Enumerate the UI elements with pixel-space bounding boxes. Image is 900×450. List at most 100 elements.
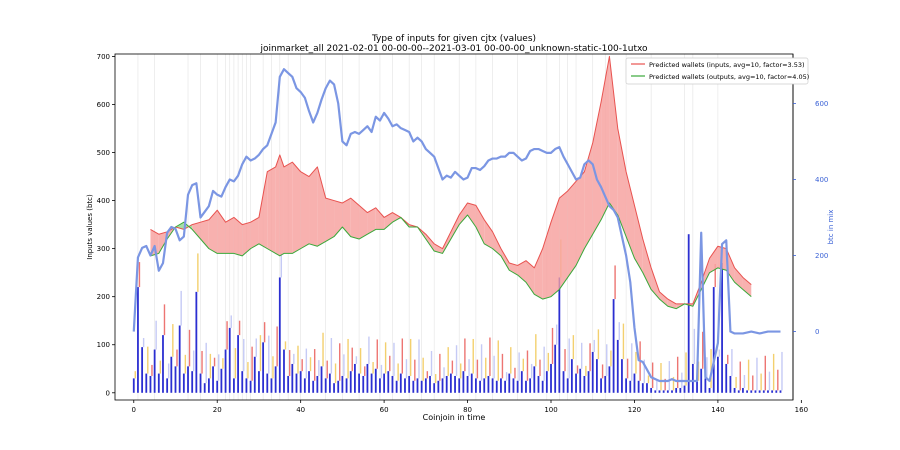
bar	[729, 375, 732, 393]
bar	[533, 366, 536, 393]
bar	[554, 344, 557, 393]
x-tick-label: 80	[463, 406, 472, 414]
accent-bar	[547, 352, 550, 372]
accent-bar	[614, 265, 616, 300]
band-segment	[208, 210, 218, 254]
accent-bar	[585, 365, 587, 376]
bar	[333, 383, 335, 393]
accent-bar	[476, 359, 479, 379]
band-segment	[509, 263, 518, 276]
y2-tick-label: 600	[815, 100, 828, 108]
bar	[591, 351, 594, 393]
band-segment	[642, 239, 652, 290]
accent-bar	[430, 350, 433, 376]
y2-axis: 0 200 400 600	[793, 100, 828, 336]
accent-bar	[447, 347, 449, 376]
bar	[370, 373, 373, 393]
series-btc-in-mix-line	[132, 68, 781, 383]
bar	[408, 375, 411, 393]
x-tick-label: 120	[628, 406, 641, 414]
accent-bar	[706, 357, 708, 379]
bar	[341, 375, 344, 393]
accent-bar	[313, 349, 316, 381]
accent-bar	[568, 338, 570, 379]
bar	[195, 291, 198, 393]
bar	[691, 363, 694, 393]
y-tick-label: 700	[97, 53, 110, 61]
accent-bar	[710, 349, 712, 388]
accent-bar	[197, 253, 199, 292]
accent-bar	[618, 322, 620, 340]
accent-bar	[606, 344, 608, 376]
bar	[228, 327, 231, 393]
bar	[458, 378, 461, 393]
plot-area	[132, 54, 794, 400]
bar	[299, 371, 302, 393]
bar	[207, 378, 210, 393]
legend: Predicted wallets (inputs, avg=10, facto…	[625, 57, 809, 85]
bar	[449, 373, 452, 393]
band-segment	[734, 267, 743, 290]
accent-bar	[268, 335, 270, 374]
y2-tick-label: 200	[815, 252, 828, 260]
accent-bar	[247, 362, 249, 379]
y-axis: 0 100 200 300 400 500 600 700	[97, 53, 115, 397]
band-segment	[534, 248, 543, 300]
accent-bar	[255, 338, 257, 357]
bar	[141, 347, 144, 393]
accent-bar	[380, 364, 383, 379]
accent-bar	[418, 339, 420, 379]
bar	[303, 378, 306, 393]
band-segment	[283, 162, 293, 254]
accent-bar	[647, 375, 650, 384]
bar	[424, 378, 427, 393]
bar	[495, 380, 498, 393]
bar	[675, 387, 678, 393]
accent-bar	[464, 338, 466, 372]
accent-bar	[288, 350, 291, 376]
bar	[295, 373, 298, 393]
bar	[262, 342, 265, 393]
band-segment	[742, 277, 752, 297]
band-segment	[158, 231, 168, 254]
accent-bar	[739, 361, 741, 391]
y-tick-label: 0	[106, 389, 110, 397]
bar	[237, 335, 239, 393]
band-segment	[634, 205, 643, 273]
accent-bar	[714, 264, 716, 288]
bar	[475, 378, 477, 393]
bar	[679, 387, 682, 393]
bar	[545, 371, 548, 393]
accent-bar	[364, 366, 366, 376]
bar	[562, 371, 565, 393]
accent-bar	[564, 349, 566, 372]
bar	[191, 371, 194, 393]
accent-bar	[276, 326, 278, 367]
bar	[324, 378, 327, 393]
accent-bar	[539, 359, 541, 376]
bar	[520, 371, 523, 393]
accent-bar	[702, 331, 704, 369]
bar	[224, 349, 227, 393]
bar	[278, 277, 281, 393]
bar	[291, 363, 294, 393]
bar	[537, 375, 540, 393]
accent-bar	[251, 346, 253, 381]
accent-bar	[626, 358, 629, 379]
accent-bar	[401, 338, 404, 374]
accent-bar	[218, 354, 220, 381]
bar	[742, 387, 744, 393]
bar	[166, 378, 169, 393]
accent-bar	[555, 324, 558, 345]
accent-bar	[284, 341, 287, 350]
legend-label-outputs: Predicted wallets (outputs, avg=10, fact…	[649, 73, 809, 81]
band-segment	[325, 198, 335, 242]
bar	[153, 349, 156, 393]
accent-bar	[631, 343, 633, 381]
y-tick-label: 200	[97, 293, 110, 301]
bar	[721, 263, 723, 393]
band-segment	[542, 222, 552, 300]
accent-bar	[593, 339, 595, 352]
accent-bar	[522, 358, 524, 372]
accent-bar	[172, 324, 174, 357]
